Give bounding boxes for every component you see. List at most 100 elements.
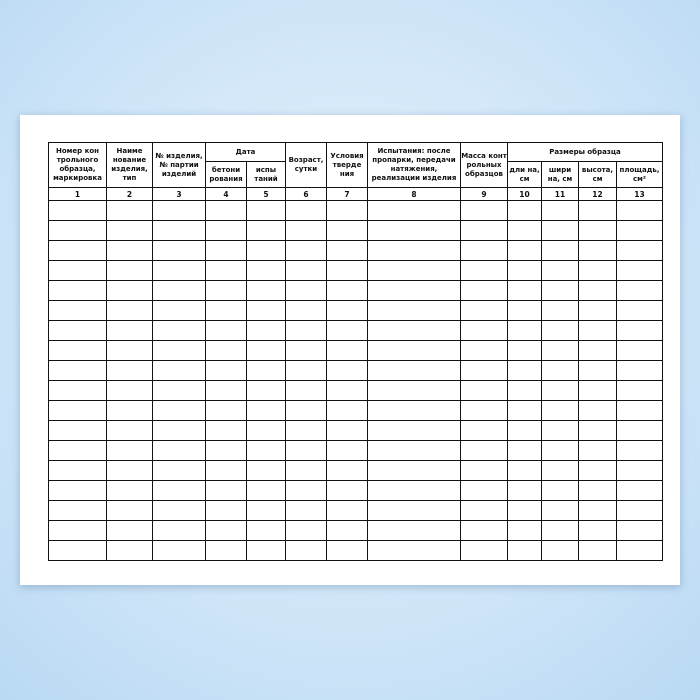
table-cell[interactable] — [367, 460, 461, 481]
table-cell[interactable] — [541, 260, 579, 281]
table-cell[interactable] — [541, 540, 579, 561]
table-cell[interactable] — [367, 440, 461, 461]
table-cell[interactable] — [106, 380, 153, 401]
table-cell[interactable] — [460, 460, 508, 481]
table-cell[interactable] — [616, 280, 663, 301]
table-cell[interactable] — [616, 480, 663, 501]
table-cell[interactable] — [285, 460, 327, 481]
table-cell[interactable] — [285, 320, 327, 341]
table-cell[interactable] — [152, 340, 206, 361]
table-cell[interactable] — [106, 280, 153, 301]
table-cell[interactable] — [326, 260, 368, 281]
table-cell[interactable] — [460, 380, 508, 401]
table-cell[interactable] — [106, 420, 153, 441]
table-cell[interactable] — [507, 360, 542, 381]
table-cell[interactable] — [285, 340, 327, 361]
table-cell[interactable] — [578, 300, 617, 321]
table-cell[interactable] — [616, 500, 663, 521]
table-cell[interactable] — [541, 380, 579, 401]
table-cell[interactable] — [326, 240, 368, 261]
table-cell[interactable] — [578, 200, 617, 221]
table-cell[interactable] — [460, 220, 508, 241]
table-cell[interactable] — [106, 340, 153, 361]
table-cell[interactable] — [152, 460, 206, 481]
table-cell[interactable] — [285, 260, 327, 281]
table-cell[interactable] — [246, 380, 286, 401]
table-cell[interactable] — [616, 420, 663, 441]
table-cell[interactable] — [616, 260, 663, 281]
table-cell[interactable] — [48, 300, 107, 321]
table-cell[interactable] — [285, 240, 327, 261]
table-cell[interactable] — [106, 460, 153, 481]
table-cell[interactable] — [205, 260, 247, 281]
table-cell[interactable] — [205, 340, 247, 361]
table-cell[interactable] — [205, 420, 247, 441]
table-cell[interactable] — [205, 440, 247, 461]
table-cell[interactable] — [367, 380, 461, 401]
table-cell[interactable] — [616, 540, 663, 561]
table-cell[interactable] — [326, 280, 368, 301]
table-cell[interactable] — [507, 540, 542, 561]
table-cell[interactable] — [48, 440, 107, 461]
table-cell[interactable] — [507, 300, 542, 321]
table-cell[interactable] — [460, 520, 508, 541]
table-cell[interactable] — [460, 480, 508, 501]
table-cell[interactable] — [541, 500, 579, 521]
table-cell[interactable] — [326, 300, 368, 321]
table-cell[interactable] — [616, 440, 663, 461]
table-cell[interactable] — [460, 260, 508, 281]
table-cell[interactable] — [578, 440, 617, 461]
table-cell[interactable] — [616, 200, 663, 221]
table-cell[interactable] — [326, 460, 368, 481]
table-cell[interactable] — [246, 440, 286, 461]
table-cell[interactable] — [205, 540, 247, 561]
table-cell[interactable] — [205, 500, 247, 521]
table-cell[interactable] — [285, 300, 327, 321]
table-cell[interactable] — [507, 220, 542, 241]
table-cell[interactable] — [152, 400, 206, 421]
table-cell[interactable] — [578, 320, 617, 341]
table-cell[interactable] — [48, 240, 107, 261]
table-cell[interactable] — [326, 360, 368, 381]
table-cell[interactable] — [152, 360, 206, 381]
table-cell[interactable] — [460, 420, 508, 441]
table-cell[interactable] — [152, 280, 206, 301]
table-cell[interactable] — [616, 380, 663, 401]
table-cell[interactable] — [106, 240, 153, 261]
table-cell[interactable] — [578, 400, 617, 421]
table-cell[interactable] — [326, 440, 368, 461]
table-cell[interactable] — [246, 340, 286, 361]
table-cell[interactable] — [616, 360, 663, 381]
table-cell[interactable] — [326, 500, 368, 521]
table-cell[interactable] — [367, 480, 461, 501]
table-cell[interactable] — [106, 200, 153, 221]
table-cell[interactable] — [246, 220, 286, 241]
table-cell[interactable] — [246, 260, 286, 281]
table-cell[interactable] — [106, 220, 153, 241]
table-cell[interactable] — [616, 320, 663, 341]
table-cell[interactable] — [48, 320, 107, 341]
table-cell[interactable] — [246, 200, 286, 221]
table-cell[interactable] — [48, 200, 107, 221]
table-cell[interactable] — [106, 300, 153, 321]
table-cell[interactable] — [285, 500, 327, 521]
table-cell[interactable] — [106, 480, 153, 501]
table-cell[interactable] — [285, 480, 327, 501]
table-cell[interactable] — [460, 440, 508, 461]
table-cell[interactable] — [326, 320, 368, 341]
table-cell[interactable] — [460, 320, 508, 341]
table-cell[interactable] — [367, 420, 461, 441]
table-cell[interactable] — [152, 200, 206, 221]
table-cell[interactable] — [541, 460, 579, 481]
table-cell[interactable] — [326, 200, 368, 221]
table-cell[interactable] — [48, 280, 107, 301]
table-cell[interactable] — [326, 540, 368, 561]
table-cell[interactable] — [578, 520, 617, 541]
table-cell[interactable] — [285, 280, 327, 301]
table-cell[interactable] — [246, 360, 286, 381]
table-cell[interactable] — [246, 280, 286, 301]
table-cell[interactable] — [507, 520, 542, 541]
table-cell[interactable] — [246, 500, 286, 521]
table-cell[interactable] — [326, 480, 368, 501]
table-cell[interactable] — [367, 260, 461, 281]
